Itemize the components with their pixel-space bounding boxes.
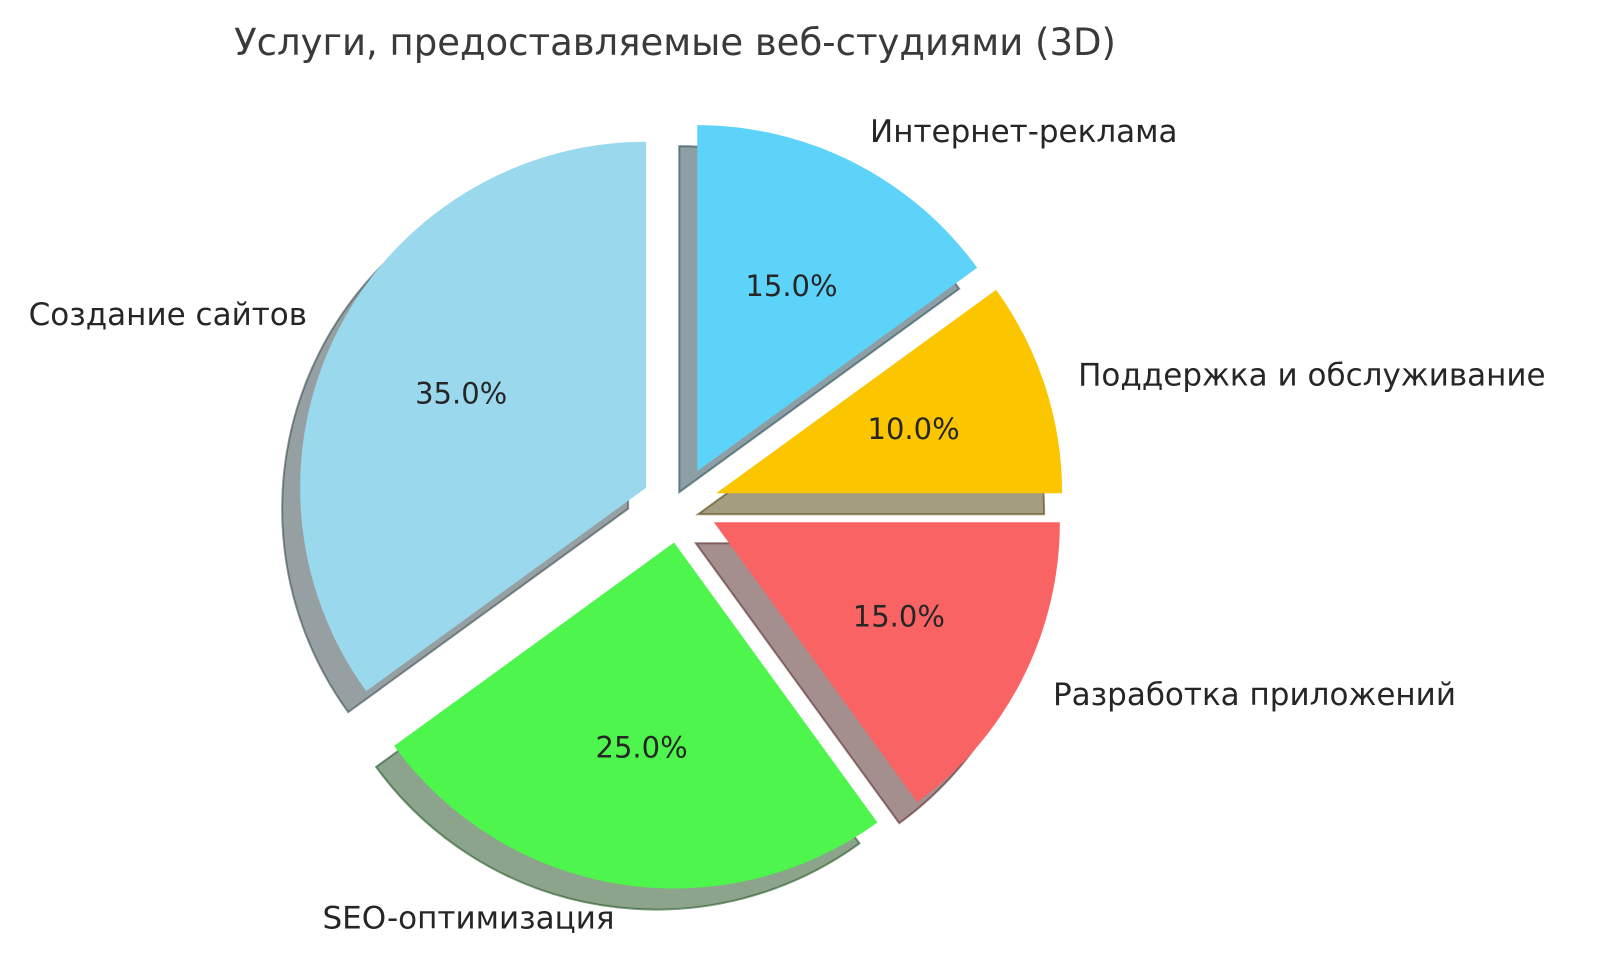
slice-label: SEO-оптимизация	[322, 900, 614, 936]
slice-percent: 15.0%	[853, 600, 945, 634]
slice-percent: 35.0%	[415, 376, 507, 410]
slice-label: Интернет-реклама	[870, 114, 1178, 150]
slice-label-layer: 15.0% Интернет-реклама 10.0% Поддержка и об…	[29, 114, 1546, 936]
slice-percent: 15.0%	[745, 269, 837, 303]
slice-label: Создание сайтов	[29, 297, 307, 333]
pie-slice[interactable]	[716, 289, 1063, 494]
pie-slice[interactable]	[300, 141, 647, 692]
slice-wedge-layer	[300, 125, 1063, 889]
slice-percent: 25.0%	[596, 731, 688, 765]
slice-label: Разработка приложений	[1053, 677, 1456, 713]
pie-slice[interactable]	[697, 125, 978, 472]
pie-slice[interactable]	[713, 522, 1060, 803]
chart-title: Услуги, предоставляемые веб-студиями (3D…	[234, 21, 1116, 64]
pie-slice[interactable]	[394, 542, 878, 889]
slice-label: Поддержка и обслуживание	[1078, 358, 1546, 394]
slice-percent: 10.0%	[868, 412, 960, 446]
